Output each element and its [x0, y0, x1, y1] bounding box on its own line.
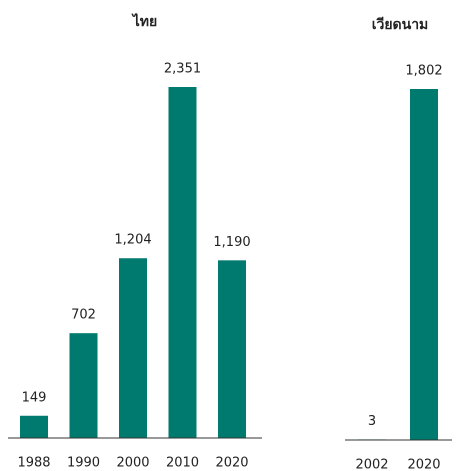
bar	[20, 415, 48, 438]
chart-title: ไทย	[131, 12, 157, 30]
data-label: 1,802	[405, 64, 442, 79]
bar	[218, 260, 246, 438]
chart-title: เวียดนาม	[372, 17, 429, 33]
x-tick-label: 2002	[355, 458, 388, 471]
x-tick-label: 2020	[215, 456, 248, 471]
data-label: 1,204	[114, 233, 151, 248]
x-tick-label: 1988	[17, 456, 50, 471]
data-label: 3	[368, 414, 376, 429]
bar	[410, 89, 438, 440]
data-label: 1,190	[213, 235, 250, 250]
x-tick-label: 2000	[116, 456, 149, 471]
x-tick-label: 1990	[67, 456, 100, 471]
bar	[168, 87, 197, 438]
data-label: 702	[71, 308, 96, 323]
data-label: 2,351	[164, 62, 201, 77]
bar	[119, 258, 147, 438]
data-label: 149	[22, 390, 47, 405]
bar	[69, 333, 98, 438]
x-tick-label: 2010	[166, 456, 199, 471]
x-tick-label: 2020	[407, 458, 440, 471]
